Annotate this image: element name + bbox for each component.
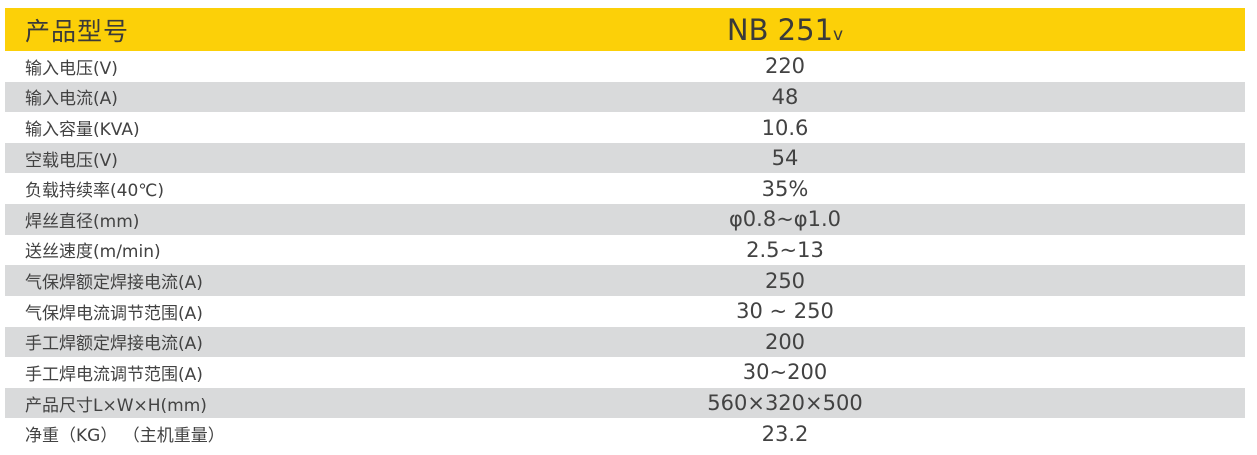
- row-value: 30~200: [742, 360, 828, 385]
- table-row: 气保焊额定焊接电流(A) 250: [5, 265, 1245, 296]
- table-row: 输入电流(A) 48: [5, 81, 1245, 113]
- spec-rows: 输入电压(V) 220 输入电流(A) 48 输入容量(KVA) 10.6 空载…: [5, 51, 1245, 449]
- table-row: 输入电压(V) 220: [5, 51, 1245, 82]
- row-value: 220: [764, 54, 806, 79]
- row-label: 气保焊额定焊接电流(A): [25, 273, 203, 294]
- table-row: 产品尺寸L×W×H(mm) 560×320×500: [5, 387, 1245, 419]
- table-row: 焊丝直径(mm) φ0.8~φ1.0: [5, 204, 1245, 235]
- row-label: 气保焊电流调节范围(A): [25, 303, 203, 324]
- row-value: 250: [764, 268, 806, 293]
- row-value: 10.6: [761, 115, 809, 140]
- table-row: 净重（KG） （主机重量） 23.2: [5, 418, 1245, 449]
- row-label: 空载电压(V): [25, 150, 118, 171]
- row-value: 35%: [761, 176, 809, 201]
- table-row: 送丝速度(m/min) 2.5~13: [5, 234, 1245, 266]
- row-label: 输入容量(KVA): [25, 120, 140, 141]
- model-suffix: v: [833, 24, 844, 45]
- row-value: 30 ~ 250: [736, 299, 834, 324]
- row-value: 54: [771, 146, 799, 171]
- table-row: 空载电压(V) 54: [5, 142, 1245, 174]
- row-label: 手工焊电流调节范围(A): [25, 364, 203, 385]
- table-row: 手工焊电流调节范围(A) 30~200: [5, 357, 1245, 388]
- model-name: NB 251: [726, 12, 834, 47]
- row-label: 手工焊额定焊接电流(A): [25, 334, 203, 355]
- spec-table-header: 产品型号 NB 251v: [5, 8, 1245, 51]
- row-label: 产品尺寸L×W×H(mm): [25, 395, 207, 416]
- table-row: 气保焊电流调节范围(A) 30 ~ 250: [5, 295, 1245, 327]
- row-value: 48: [771, 84, 799, 109]
- row-label: 输入电流(A): [25, 89, 118, 110]
- row-value: 23.2: [761, 421, 809, 446]
- row-label: 送丝速度(m/min): [25, 242, 161, 263]
- spec-table: 产品型号 NB 251v 输入电压(V) 220 输入电流(A) 48 输入容量…: [5, 8, 1245, 449]
- product-model-value: NB 251v: [325, 13, 1245, 47]
- row-value: 560×320×500: [707, 391, 863, 416]
- table-row: 手工焊额定焊接电流(A) 200: [5, 326, 1245, 358]
- table-row: 输入容量(KVA) 10.6: [5, 112, 1245, 143]
- row-label: 净重（KG） （主机重量）: [25, 426, 225, 447]
- row-label: 焊丝直径(mm): [25, 211, 140, 232]
- row-label: 输入电压(V): [25, 58, 118, 79]
- row-value: 2.5~13: [746, 237, 824, 262]
- row-value: φ0.8~φ1.0: [728, 207, 842, 232]
- row-label: 负载持续率(40℃): [25, 181, 164, 202]
- row-value: 200: [764, 329, 806, 354]
- table-row: 负载持续率(40℃) 35%: [5, 173, 1245, 205]
- product-model-header-label: 产品型号: [25, 16, 130, 46]
